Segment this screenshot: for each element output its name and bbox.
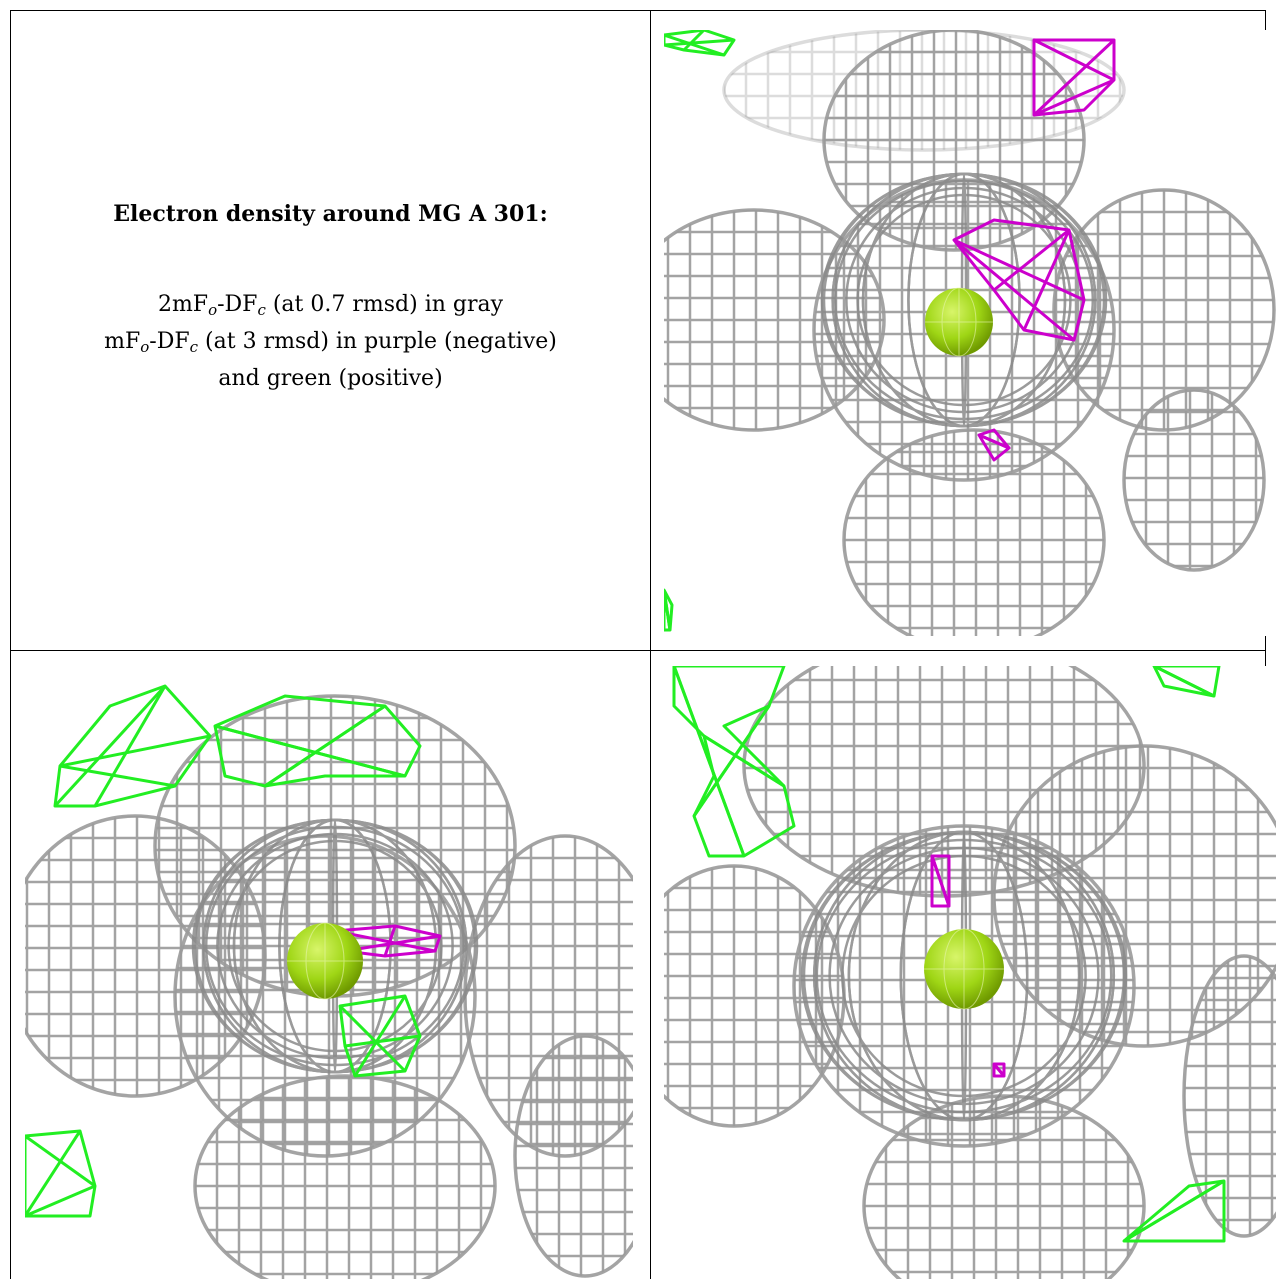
mesh-cage <box>820 172 1108 428</box>
mesh-blob <box>1052 188 1276 432</box>
positive-difference-mesh <box>664 588 674 632</box>
density-mesh-view-2 <box>25 684 633 1279</box>
positive-difference-mesh <box>53 684 212 808</box>
mesh-cage <box>800 830 1128 1122</box>
mesh-blob <box>862 1094 1146 1279</box>
caption-cell: Electron density around MG A 301: 2mFo-D… <box>11 11 650 650</box>
positive-difference-mesh <box>338 994 422 1078</box>
mesh-blob <box>742 666 1146 898</box>
positive-difference-mesh <box>664 30 736 57</box>
positive-difference-mesh <box>1122 1179 1226 1243</box>
mesh-blob <box>842 428 1106 636</box>
caption-title: Electron density around MG A 301: <box>113 201 548 227</box>
negative-difference-mesh <box>977 428 1011 462</box>
caption-line-colors: and green (positive) <box>218 366 443 391</box>
positive-difference-mesh <box>672 666 796 858</box>
negative-difference-mesh <box>992 1062 1006 1078</box>
mesh-blob <box>1182 954 1276 1238</box>
caption-line-fofc: mFo-DFc (at 3 rmsd) in purple (negative) <box>104 329 557 356</box>
positive-difference-mesh <box>213 694 422 788</box>
mesh-blob <box>193 1074 497 1279</box>
negative-difference-mesh <box>952 218 1086 342</box>
mg-atom <box>287 922 363 1000</box>
positive-difference-mesh <box>1152 666 1221 698</box>
density-view-1 <box>664 30 1276 636</box>
density-mesh-view-1 <box>664 30 1276 636</box>
negative-difference-mesh <box>930 854 951 908</box>
negative-difference-mesh <box>1032 38 1116 117</box>
density-view-3 <box>664 666 1276 1279</box>
legend-caption: Electron density around MG A 301: 2mFo-D… <box>11 201 650 394</box>
mg-atom <box>924 928 1004 1010</box>
density-mesh-view-3 <box>664 666 1276 1279</box>
mesh-blob <box>463 834 633 1158</box>
mesh-blob <box>1122 388 1266 572</box>
caption-line-2fofc: 2mFo-DFc (at 0.7 rmsd) in gray <box>157 292 504 319</box>
mg-atom <box>925 287 993 357</box>
positive-difference-mesh <box>25 1129 97 1218</box>
mesh-cage <box>191 818 479 1074</box>
mesh-blob <box>722 30 1126 152</box>
density-view-2 <box>25 666 633 1279</box>
